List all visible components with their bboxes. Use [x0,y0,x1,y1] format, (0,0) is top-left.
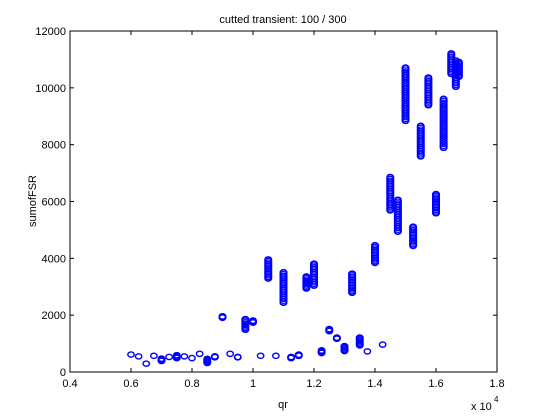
data-point-cluster [431,190,440,217]
data-point-cluster [363,348,372,355]
data-point-cluster [348,270,357,297]
y-tick-label: 8000 [42,140,66,152]
x-tick-label: 1 [250,378,256,390]
chart-title: cutted transient: 100 / 300 [219,14,346,26]
data-points [127,50,463,367]
data-point-cluster [271,352,280,360]
data-point-cluster [378,341,387,348]
data-point-cluster [249,317,258,326]
data-point-cluster [424,74,433,109]
data-point-cluster [309,260,318,289]
data-point-cluster [325,325,334,335]
y-tick-label: 6000 [42,197,66,209]
data-point-cluster [210,353,219,361]
data-point-cluster [340,342,349,355]
data-point-cluster [409,223,418,250]
x-tick-label: 0.4 [62,378,77,390]
y-tick-label: 2000 [42,310,66,322]
x-tick-label: 1.2 [306,378,321,390]
data-point-cluster [233,353,242,361]
data-point-cluster [393,196,402,235]
data-point-cluster [226,350,235,358]
data-point-cluster [195,350,204,358]
x-axis-multiplier-exponent: 4 [494,395,499,404]
data-point-cluster [287,353,296,362]
data-point-cluster [256,352,265,360]
data-point-cluster [279,268,288,307]
data-point-cluster [355,334,364,349]
data-point-cluster [386,173,395,214]
data-point-cluster [142,360,151,367]
data-point-cluster [241,315,250,334]
data-point-cluster [317,347,326,357]
data-point-cluster [172,351,181,362]
y-tick-label: 0 [60,367,66,379]
data-point-cluster [370,241,379,267]
x-tick-label: 1.6 [428,378,443,390]
data-point-cluster [264,256,273,282]
x-axis-label: qr [278,399,288,411]
data-point-cluster [302,273,311,292]
data-point-cluster [180,353,189,360]
data-point-cluster [188,354,196,362]
data-point-cluster [401,64,410,125]
y-tick-label: 4000 [42,253,66,265]
data-point-cluster [416,122,425,160]
data-point-cluster [149,352,158,360]
x-tick-label: 1.8 [489,378,504,390]
y-tick-label: 10000 [35,83,66,95]
y-axis-label: sumofFSR [27,175,39,227]
x-tick-label: 0.6 [123,378,138,390]
y-tick-label: 12000 [35,26,66,38]
axis-tick-labels: 0.4 0.6 0.8 1 1.2 1.4 1.6 1.8 0 2000 4000 6000 8000 1… [35,26,504,390]
data-point-cluster [127,351,135,358]
x-tick-label: 0.8 [184,378,199,390]
data-point-cluster [332,334,341,343]
x-tick-label: 1.4 [367,378,382,390]
data-point-cluster [439,95,448,152]
data-point-cluster [203,355,212,367]
data-point-cluster [218,312,227,322]
data-point-cluster [157,355,166,365]
data-point-cluster [165,353,174,361]
data-point-cluster [294,351,303,360]
axis-ticks [69,30,498,373]
x-axis-multiplier: x 10 [471,401,492,413]
data-point-cluster [454,58,463,81]
data-point-cluster [134,353,143,360]
